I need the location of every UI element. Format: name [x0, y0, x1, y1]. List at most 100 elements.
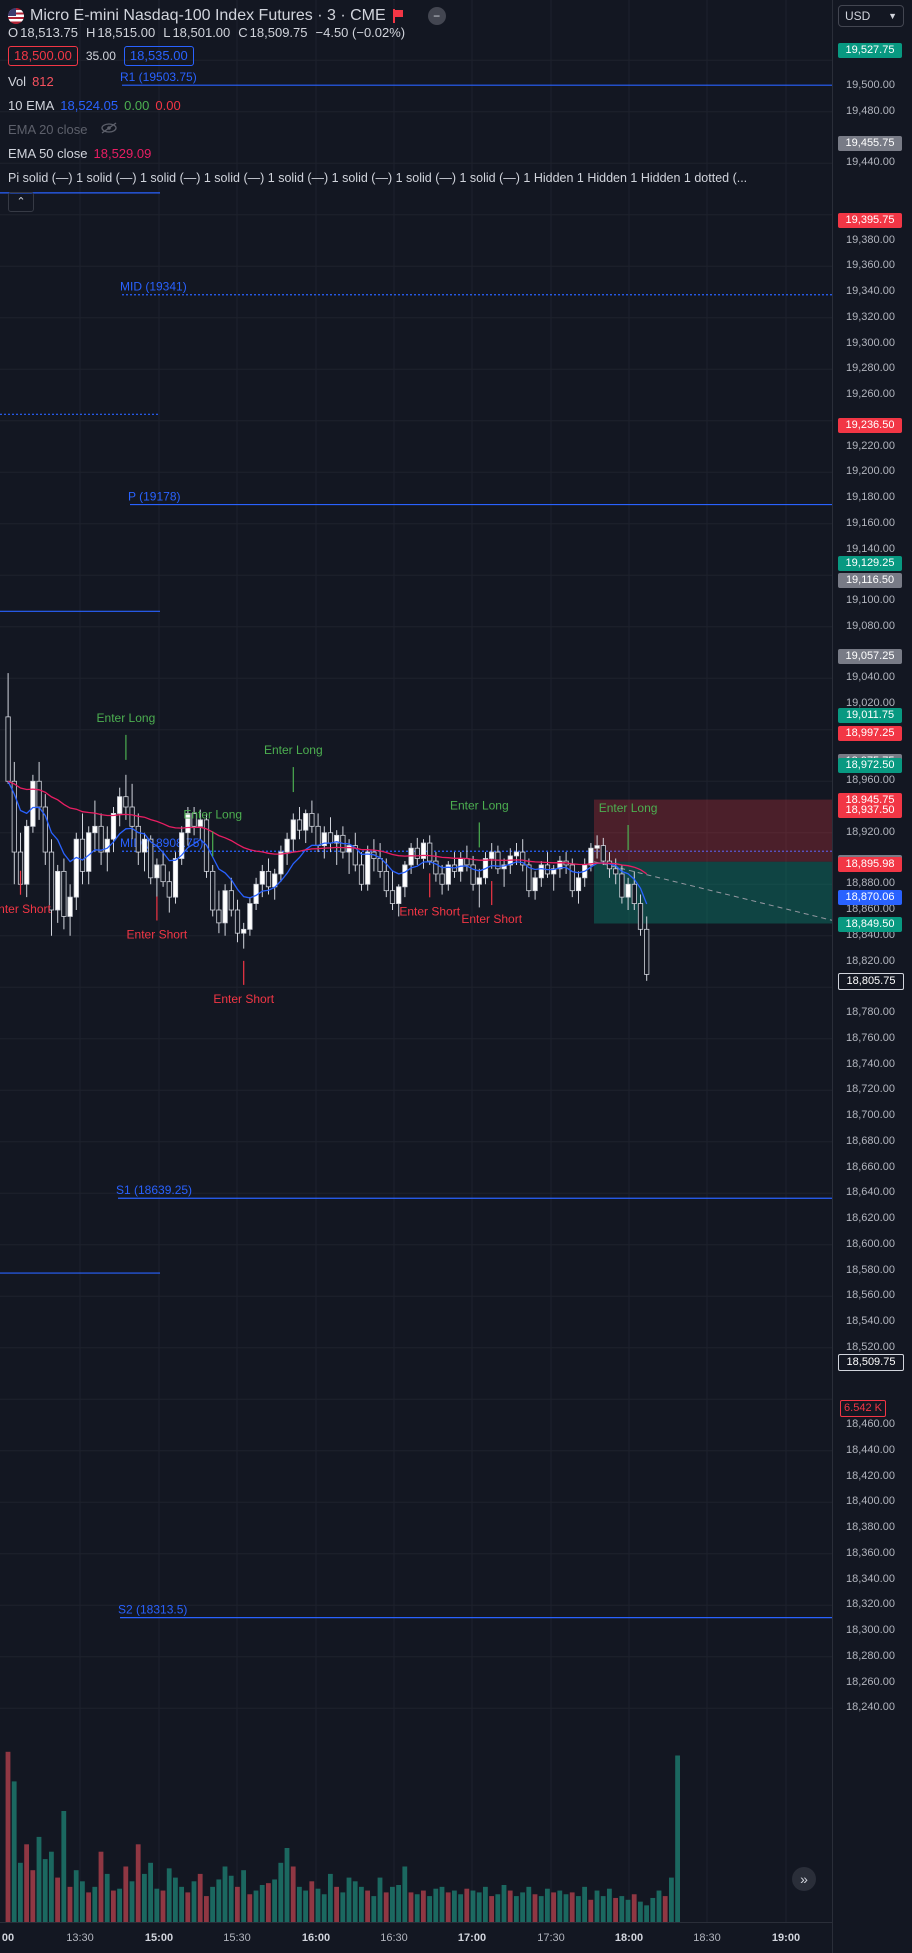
currency-value: USD: [845, 9, 870, 23]
flag-icon[interactable]: [392, 9, 404, 23]
price-tick: 18,360.00: [846, 1547, 895, 1559]
volume-bar: [260, 1885, 265, 1922]
volume-bar: [390, 1887, 395, 1922]
volume-bar: [148, 1863, 153, 1922]
candle-body: [25, 826, 29, 884]
short-signal-label: Enter Short: [0, 902, 52, 916]
volume-bar: [409, 1892, 414, 1922]
volume-bar: [340, 1892, 345, 1922]
pivot-label: P (19178): [128, 490, 180, 504]
collapse-minus-icon[interactable]: −: [428, 7, 446, 25]
volume-bar: [229, 1876, 234, 1922]
candle-body: [37, 781, 41, 807]
volume-bar: [235, 1887, 240, 1922]
volume-bar: [347, 1878, 352, 1922]
volume-bar: [154, 1889, 159, 1922]
ema20-indicator[interactable]: EMA 20 close: [8, 118, 747, 142]
collapse-legend-button[interactable]: ⌃: [8, 192, 34, 212]
volume-bar: [359, 1887, 364, 1922]
hidden-eye-icon[interactable]: [100, 120, 118, 140]
price-tick: 19,500.00: [846, 79, 895, 91]
candle-body: [99, 826, 103, 852]
volume-bar: [30, 1870, 35, 1922]
currency-select[interactable]: USD ▼: [838, 5, 904, 27]
time-tick: 17:30: [537, 1932, 565, 1944]
price-tick: 19,140.00: [846, 543, 895, 555]
candle-body: [266, 871, 270, 886]
price-tick: 18,460.00: [846, 1418, 895, 1430]
candle-body: [601, 846, 605, 861]
candle-body: [130, 807, 134, 826]
price-tick: 19,200.00: [846, 465, 895, 477]
ema10-indicator[interactable]: 10 EMA 18,524.05 0.00 0.00: [8, 94, 747, 118]
candle-body: [279, 852, 283, 874]
volume-bar: [489, 1896, 494, 1922]
price-tick: 19,320.00: [846, 311, 895, 323]
chart-canvas[interactable]: R1 (19503.75)MID (19341)P (19178)MID (18…: [0, 0, 832, 1922]
close-value: 18,509.75: [250, 23, 308, 43]
time-tick: 00: [2, 1932, 14, 1944]
time-tick: 15:00: [145, 1932, 173, 1944]
volume-bar: [402, 1867, 407, 1923]
volume-bar: [105, 1874, 110, 1922]
price-tick: 19,340.00: [846, 285, 895, 297]
candle-body: [626, 884, 630, 897]
price-tick: 19,300.00: [846, 337, 895, 349]
volume-bar: [278, 1863, 283, 1922]
buy-button[interactable]: 18,535.00: [124, 46, 194, 66]
candle-body: [440, 874, 444, 884]
volume-bar: [483, 1887, 488, 1922]
price-label-badge: 19,236.50: [838, 418, 902, 433]
volume-bar: [285, 1848, 290, 1922]
volume-bar: [446, 1892, 451, 1922]
time-tick: 17:00: [458, 1932, 486, 1944]
candle-body: [223, 891, 227, 923]
price-label-badge: 19,129.25: [838, 556, 902, 571]
price-tick: 18,440.00: [846, 1444, 895, 1456]
candle-body: [465, 859, 469, 865]
change-value: −4.50 (−0.02%): [316, 23, 406, 43]
sell-button[interactable]: 18,500.00: [8, 46, 78, 66]
price-label-badge: 19,527.75: [838, 43, 902, 58]
scroll-to-realtime-button[interactable]: »: [792, 1867, 816, 1891]
pivots-indicator[interactable]: Pi solid (—) 1 solid (—) 1 solid (—) 1 …: [8, 166, 747, 190]
volume-bar: [471, 1891, 476, 1922]
candle-body: [316, 826, 320, 845]
ema50-indicator[interactable]: EMA 50 close 18,529.09: [8, 142, 747, 166]
candle-body: [347, 846, 351, 852]
volume-bar: [551, 1892, 556, 1922]
us-flag-icon: [8, 8, 24, 24]
volume-bar: [502, 1885, 507, 1922]
price-tick: 19,480.00: [846, 105, 895, 117]
price-label-badge: 18,849.50: [838, 917, 902, 932]
volume-bar: [316, 1889, 321, 1922]
volume-bar: [24, 1844, 29, 1922]
price-tick: 18,680.00: [846, 1135, 895, 1147]
candle-body: [297, 820, 301, 830]
long-signal-label: Enter Long: [183, 807, 242, 821]
volume-bar: [12, 1781, 17, 1922]
chart-pane[interactable]: R1 (19503.75) MID (19341) P (19178) MID (18…: [0, 0, 832, 1922]
price-tick: 19,380.00: [846, 234, 895, 246]
price-tick: 19,360.00: [846, 259, 895, 271]
price-tick: 18,920.00: [846, 826, 895, 838]
volume-bar: [68, 1887, 73, 1922]
volume-bar: [644, 1905, 649, 1922]
short-signal-label: Enter Short: [127, 928, 188, 942]
volume-bar: [669, 1878, 674, 1922]
vol-indicator[interactable]: Vol 812: [8, 70, 747, 94]
volume-bar: [601, 1896, 606, 1922]
volume-bar: [365, 1891, 370, 1922]
volume-bar: [526, 1887, 531, 1922]
volume-bar: [74, 1870, 79, 1922]
volume-bar: [111, 1891, 116, 1922]
candle-body: [459, 859, 463, 872]
price-tick: 18,640.00: [846, 1186, 895, 1198]
volume-bar: [582, 1887, 587, 1922]
volume-bar: [55, 1878, 60, 1922]
candle-body: [211, 871, 215, 910]
price-tick: 18,420.00: [846, 1470, 895, 1482]
candle-body: [74, 839, 78, 897]
long-signal-label: Enter Long: [264, 743, 323, 757]
candle-body: [359, 865, 363, 884]
